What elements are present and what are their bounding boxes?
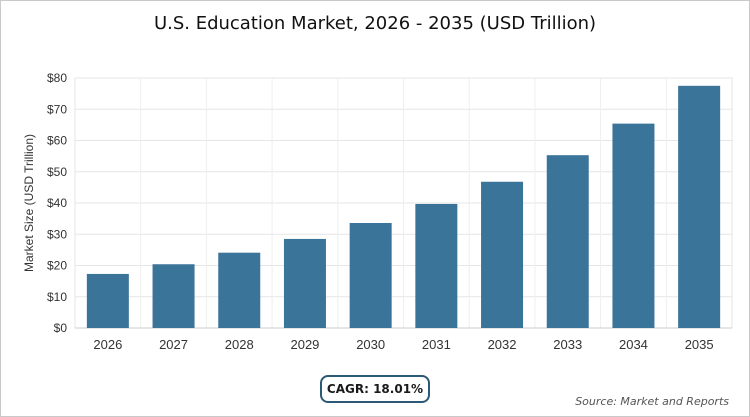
x-tick-label: 2028 xyxy=(225,337,254,352)
y-tick-label: $0 xyxy=(54,321,68,335)
bar-2027 xyxy=(152,264,195,328)
bar-2035 xyxy=(678,85,721,328)
source-note: Source: Market and Reports xyxy=(575,395,729,408)
bar-2029 xyxy=(283,238,326,328)
bar-2026 xyxy=(86,273,129,328)
bar-2032 xyxy=(481,181,524,328)
cagr-badge: CAGR: 18.01% xyxy=(320,375,430,403)
chart-title: U.S. Education Market, 2026 - 2035 (USD … xyxy=(153,13,597,34)
bar-2028 xyxy=(218,252,261,328)
x-tick-label: 2031 xyxy=(422,337,451,352)
y-tick-label: $30 xyxy=(47,227,67,241)
bar-2034 xyxy=(612,123,655,328)
x-tick-label: 2026 xyxy=(93,337,122,352)
x-tick-label: 2033 xyxy=(553,337,582,352)
x-tick-label: 2029 xyxy=(290,337,319,352)
bar-2033 xyxy=(546,155,589,328)
y-tick-label: $20 xyxy=(47,259,67,273)
x-tick-label: 2035 xyxy=(685,337,714,352)
y-tick-label: $50 xyxy=(47,165,67,179)
y-tick-label: $70 xyxy=(47,102,67,116)
x-tick-label: 2034 xyxy=(619,337,648,352)
x-tick-label: 2030 xyxy=(356,337,385,352)
y-tick-label: $40 xyxy=(47,196,67,210)
bar-2031 xyxy=(415,203,458,328)
y-tick-label: $80 xyxy=(47,71,67,85)
y-axis-label: Market Size (USD Trillion) xyxy=(22,134,36,272)
x-tick-label: 2032 xyxy=(488,337,517,352)
y-tick-label: $60 xyxy=(47,134,67,148)
bar-2030 xyxy=(349,223,392,328)
y-tick-label: $10 xyxy=(47,290,67,304)
x-tick-label: 2027 xyxy=(159,337,188,352)
